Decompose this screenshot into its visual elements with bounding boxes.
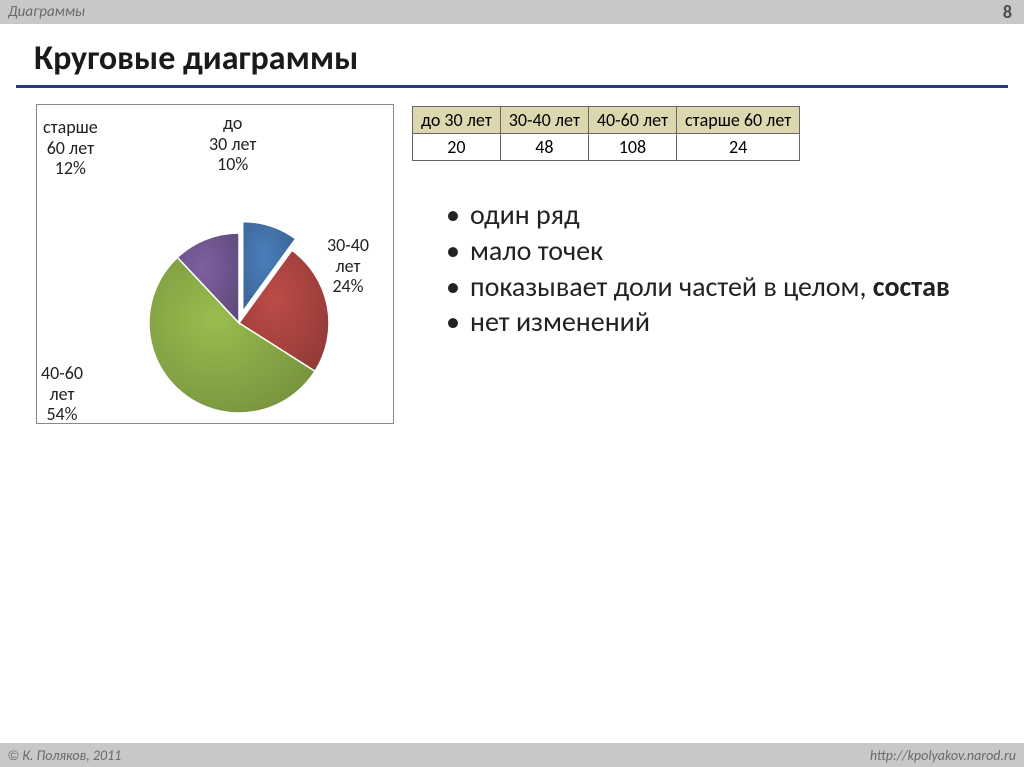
table-header-cell: до 30 лет <box>413 107 501 134</box>
list-item: мало точек <box>446 233 1012 269</box>
page-number: 8 <box>1003 1 1016 23</box>
table-row: 204810824 <box>413 134 800 161</box>
title-underline <box>16 85 1008 88</box>
pie-chart <box>119 203 339 423</box>
table-cell: 48 <box>500 134 588 161</box>
right-column: до 30 лет30-40 лет40-60 летстарше 60 лет… <box>394 104 1012 424</box>
table-cell: 24 <box>677 134 800 161</box>
pie-chart-panel: до30 лет10% 30-40лет24% 40-60лет54% старше6… <box>36 104 394 424</box>
pie-label: 40-60лет54% <box>41 363 83 425</box>
table-cell: 108 <box>588 134 676 161</box>
footer-bar: © К. Поляков, 2011 http://kpolyakov.naro… <box>0 743 1024 767</box>
footer-url: http://kpolyakov.narod.ru <box>870 747 1016 764</box>
data-table: до 30 лет30-40 лет40-60 летстарше 60 лет… <box>412 106 800 161</box>
table-header-cell: 30-40 лет <box>500 107 588 134</box>
pie-label: 30-40лет24% <box>327 235 369 297</box>
table-cell: 20 <box>413 134 501 161</box>
pie-label: старше60 лет12% <box>43 117 98 179</box>
table-header-cell: 40-60 лет <box>588 107 676 134</box>
footer-copyright: © К. Поляков, 2011 <box>8 747 121 764</box>
page-title: Круговые диаграммы <box>0 24 1024 85</box>
bullet-list: один рядмало точекпоказывает доли частей… <box>412 197 1012 340</box>
list-item: показывает доли частей в целом, состав <box>446 269 1012 305</box>
header-bar: Диаграммы 8 <box>0 0 1024 24</box>
list-item: один ряд <box>446 197 1012 233</box>
list-item: нет изменений <box>446 304 1012 340</box>
pie-label: до30 лет10% <box>209 113 256 175</box>
content-area: до30 лет10% 30-40лет24% 40-60лет54% старше6… <box>0 100 1024 424</box>
breadcrumb: Диаграммы <box>8 3 85 21</box>
table-header-cell: старше 60 лет <box>677 107 800 134</box>
